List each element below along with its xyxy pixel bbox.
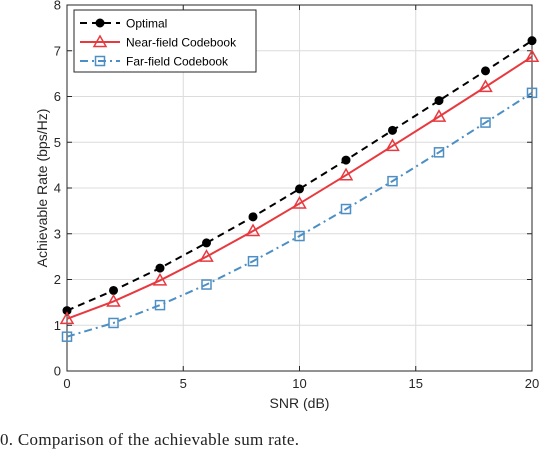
data-point-near-field (106, 293, 121, 307)
data-point-near-field (292, 196, 307, 209)
data-point-near-field (245, 223, 261, 237)
x-tick-label: 5 (180, 376, 187, 391)
legend: Optimal Near-field Codebook Far-field Code… (73, 9, 257, 73)
data-point-near-field (385, 138, 400, 152)
legend-label-far-field: Far-field Codebook (126, 55, 229, 69)
series-line-far-field (66, 91, 533, 338)
x-tick-label: 10 (292, 376, 306, 391)
data-point-optimal (155, 263, 165, 273)
y-tick-label: 2 (54, 272, 61, 287)
data-point-far-field (294, 230, 305, 242)
x-axis-label: SNR (dB) (270, 395, 330, 411)
series-line-near-field (66, 55, 533, 320)
data-point-optimal (62, 306, 72, 316)
series-line-optimal (66, 39, 533, 312)
y-tick-label: 1 (54, 318, 61, 333)
data-point-far-field (61, 331, 73, 342)
data-point-far-field (387, 175, 398, 187)
y-tick-label: 6 (54, 89, 61, 104)
y-tick-label: 7 (54, 43, 61, 58)
data-point-far-field (247, 255, 259, 267)
data-point-near-field (199, 249, 214, 262)
legend-marker-optimal (95, 18, 105, 28)
y-tick-label: 3 (54, 226, 61, 241)
y-tick-label: 5 (54, 135, 61, 150)
y-axis-label: Achievable Rate (bps/Hz) (34, 109, 50, 268)
data-point-near-field (338, 167, 354, 181)
chart: 0 5 10 15 20 0 1 2 3 4 5 6 7 8 Optimal Near-field Code… (34, 0, 540, 411)
data-point-far-field (433, 147, 445, 158)
series-far-field (61, 87, 538, 342)
data-point-optimal (527, 36, 537, 46)
data-point-optimal (388, 125, 397, 135)
series-optimal (62, 36, 537, 316)
y-tick-label: 0 (54, 364, 61, 379)
x-tick-label: 15 (409, 376, 423, 391)
y-tick-label: 4 (54, 181, 61, 196)
series-near-field (59, 49, 540, 325)
axis-ticks: 0 5 10 15 20 0 1 2 3 4 5 6 7 8 (54, 0, 539, 391)
data-point-far-field (340, 203, 352, 215)
series-group (59, 36, 540, 342)
data-point-far-field (201, 279, 212, 290)
data-point-far-field (526, 87, 538, 99)
figure-caption: 0. Comparison of the achievable sum rate… (0, 430, 300, 449)
data-point-optimal (434, 96, 444, 106)
data-point-far-field (480, 117, 491, 128)
data-point-optimal (202, 238, 211, 248)
legend-label-near-field: Near-field Codebook (126, 36, 237, 50)
data-point-near-field (524, 49, 540, 62)
y-tick-label: 8 (54, 0, 61, 13)
data-point-optimal (248, 212, 258, 222)
legend-marker-near-field (92, 34, 108, 48)
data-point-optimal (109, 285, 118, 295)
data-point-optimal (481, 66, 490, 76)
data-point-near-field (431, 109, 447, 122)
x-tick-label: 20 (525, 376, 539, 391)
data-point-near-field (152, 272, 168, 286)
legend-label-optimal: Optimal (126, 17, 167, 31)
data-point-optimal (341, 155, 351, 165)
legend-marker-far-field (94, 55, 106, 67)
data-point-far-field (154, 299, 166, 311)
x-tick-label: 0 (63, 376, 70, 391)
data-point-near-field (59, 311, 75, 325)
data-point-optimal (295, 184, 304, 194)
data-point-far-field (108, 317, 119, 329)
data-point-near-field (478, 79, 493, 93)
